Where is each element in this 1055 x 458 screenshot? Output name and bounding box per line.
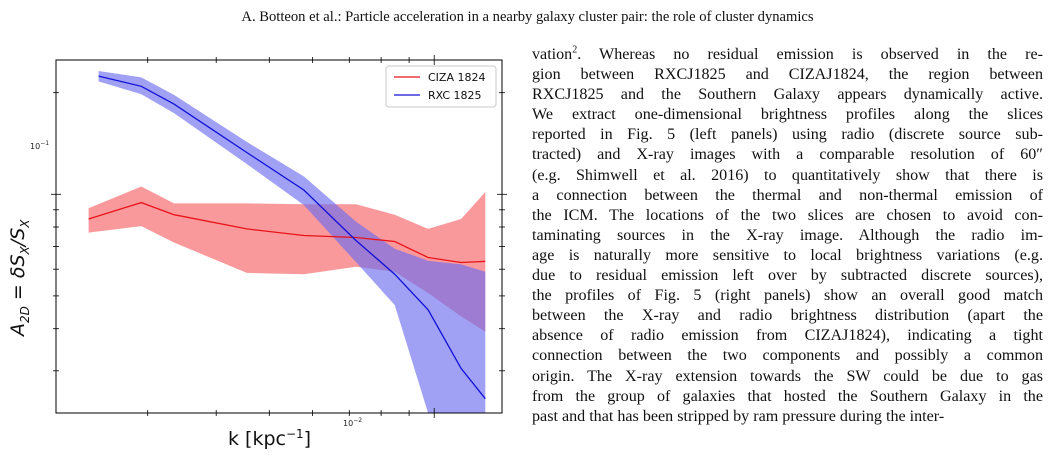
legend-box (385, 65, 497, 108)
text-line: tracted) and X-ray images with a compara… (532, 146, 1043, 164)
text-line: connection between the two components an… (532, 347, 1043, 365)
y-axis-label: A2D = δSX/SX (7, 219, 32, 338)
ciza-1824-error-band (88, 186, 486, 332)
text-line: a connection between the thermal and non… (532, 186, 1043, 204)
text-line: vation2. Whereas no residual emission is… (532, 45, 1043, 63)
ciza-1824-line (88, 201, 486, 264)
text-line: age is naturally more sensitive to local… (532, 246, 1043, 264)
rxc-1825-line (98, 75, 486, 400)
x-tick-label-major: 10−2 (343, 417, 362, 428)
y-tick-label-major: 10−1 (30, 140, 49, 151)
text-line: taminating sources in the X-ray image. A… (532, 226, 1043, 244)
text-line: past and that has been stripped by ram p… (532, 407, 945, 425)
legend: CIZA 1824 RXC 1825 (385, 65, 497, 108)
text-line: the profiles of Fig. 5 (right panels) sh… (532, 287, 1043, 305)
text-line: gion between RXCJ1825 and CIZAJ1824, the… (532, 66, 1043, 84)
text-line: origin. The X-ray extension towards the … (532, 367, 1043, 385)
amplitude-chart: 10−1 10−2 k [kpc−1] A2D = δSX/SX CIZA 18… (7, 55, 507, 450)
text-line: We extract one-dimensional brightness pr… (532, 106, 1043, 124)
plot-frame (55, 59, 503, 414)
text-line: (e.g. Shimwell et al. 2016) to quantitat… (532, 166, 1043, 184)
text-line: RXCJ1825 and the Southern Galaxy appears… (532, 86, 1043, 104)
running-header: A. Botteon et al.: Particle acceleration… (241, 9, 814, 25)
legend-label-rxc: RXC 1825 (428, 89, 482, 102)
text-line: the ICM. The locations of the two slices… (532, 206, 1043, 224)
legend-label-ciza: CIZA 1824 (428, 71, 485, 84)
body-text-column: vation2. Whereas no residual emission is… (532, 45, 1043, 458)
text-line: due to residual emission left over by su… (532, 267, 1043, 285)
text-line: reported in Fig. 5 (left panels) using r… (532, 126, 1043, 144)
text-line: absence of radio emission from CIZAJ1824… (532, 327, 1043, 345)
footnote-marker: 2 (572, 45, 578, 56)
rxc-1825-error-band (98, 71, 486, 413)
x-axis-label: k [kpc−1] (228, 427, 311, 450)
text-line: from the group of galaxies that hosted t… (532, 387, 1043, 405)
power-spectrum-figure: 10−1 10−2 k [kpc−1] A2D = δSX/SX CIZA 18… (0, 40, 520, 458)
text-line: between the X-ray and radio brightness d… (532, 307, 1043, 325)
